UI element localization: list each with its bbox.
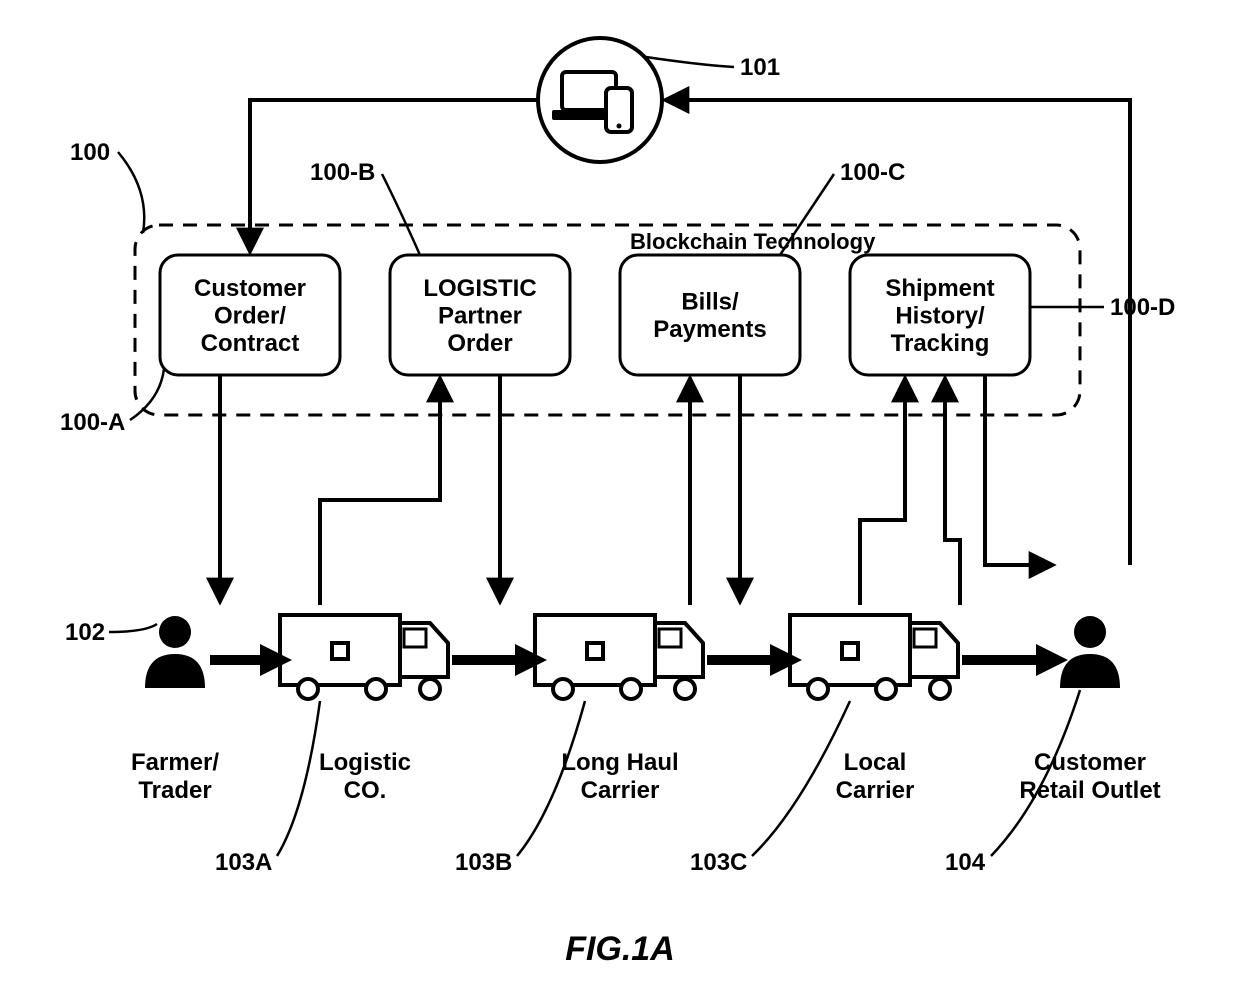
ref-103C: 103C <box>690 849 747 876</box>
ref-100-B: 100-B <box>310 159 375 186</box>
svg-text:Long Haul: Long Haul <box>561 749 678 776</box>
svg-text:Customer: Customer <box>1034 749 1146 776</box>
block-100-B: LOGISTICPartnerOrder <box>390 255 570 375</box>
ref-103A: 103A <box>215 849 272 876</box>
ref-100-A: 100-A <box>60 409 125 436</box>
svg-text:Farmer/: Farmer/ <box>131 749 219 776</box>
svg-text:Customer: Customer <box>194 275 306 302</box>
ref-104: 104 <box>945 849 986 876</box>
ref-101: 101 <box>740 54 780 81</box>
svg-text:Local: Local <box>844 749 907 776</box>
block-100-C: Bills/Payments <box>620 255 800 375</box>
ref-102: 102 <box>65 619 105 646</box>
svg-text:Partner: Partner <box>438 302 522 329</box>
svg-text:Carrier: Carrier <box>836 777 915 804</box>
svg-text:Payments: Payments <box>653 316 766 343</box>
svg-text:Contract: Contract <box>201 330 300 357</box>
svg-text:LOGISTIC: LOGISTIC <box>423 275 536 302</box>
svg-text:Logistic: Logistic <box>319 749 411 776</box>
svg-text:Retail Outlet: Retail Outlet <box>1019 777 1160 804</box>
ref-100: 100 <box>70 139 110 166</box>
svg-text:History/: History/ <box>895 302 985 329</box>
actor-102: Farmer/Trader <box>131 616 219 804</box>
truck-103A: LogisticCO. <box>280 615 448 804</box>
svg-text:Tracking: Tracking <box>891 330 990 357</box>
block-100-D: ShipmentHistory/Tracking <box>850 255 1030 375</box>
svg-text:Bills/: Bills/ <box>681 289 739 316</box>
svg-text:Trader: Trader <box>138 777 211 804</box>
actor-104: CustomerRetail Outlet <box>1019 616 1160 804</box>
figure-caption: FIG.1A <box>565 930 675 968</box>
ref-100-D: 100-D <box>1110 294 1175 321</box>
ref-103B: 103B <box>455 849 512 876</box>
svg-text:CO.: CO. <box>344 777 387 804</box>
svg-text:Shipment: Shipment <box>885 275 994 302</box>
block-100-A: CustomerOrder/Contract <box>160 255 340 375</box>
svg-text:Order/: Order/ <box>214 302 286 329</box>
svg-text:Carrier: Carrier <box>581 777 660 804</box>
svg-text:Order: Order <box>447 330 512 357</box>
blockchain-container-label: Blockchain Technology <box>630 229 876 254</box>
truck-103C: LocalCarrier <box>790 615 958 804</box>
ref-100-C: 100-C <box>840 159 905 186</box>
